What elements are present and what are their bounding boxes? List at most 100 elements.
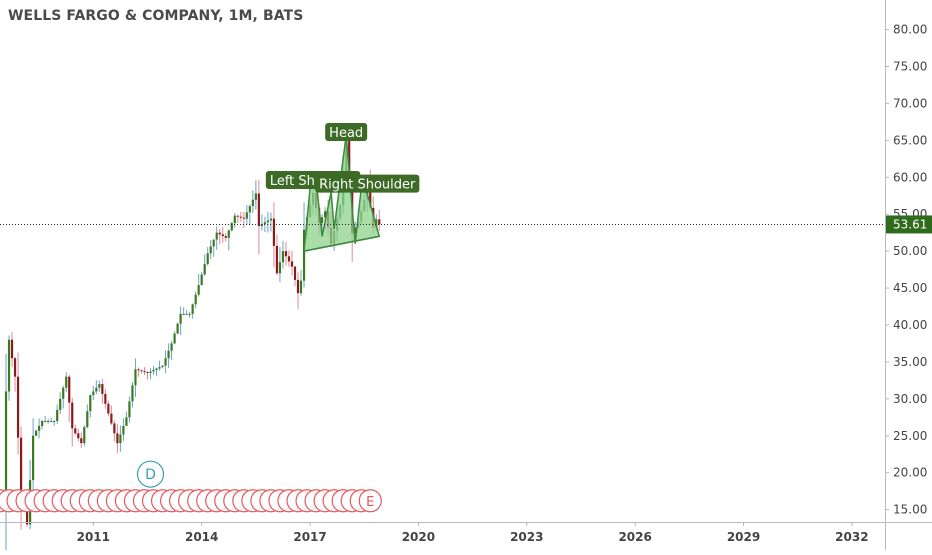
candle: [293, 266, 297, 280]
candle: [107, 403, 110, 414]
candle: [92, 391, 95, 396]
candle: [173, 333, 176, 344]
candle: [299, 280, 303, 294]
candle: [41, 420, 44, 426]
y-tick-label: 30.00: [893, 392, 927, 406]
candle: [272, 218, 276, 246]
candle: [167, 350, 170, 359]
candle: [182, 313, 185, 315]
candle: [230, 223, 233, 231]
candle: [10, 339, 14, 359]
y-tick-label: 80.00: [893, 23, 927, 37]
events-group: ED: [0, 460, 382, 513]
candle: [83, 427, 86, 444]
dividend-marker[interactable]: [136, 460, 165, 488]
candle: [101, 384, 104, 394]
candle: [170, 343, 173, 351]
candle: [125, 417, 128, 426]
candle: [176, 323, 179, 334]
candle: [269, 218, 273, 221]
candle: [53, 420, 56, 422]
candle: [32, 435, 35, 481]
y-tick-label: 65.00: [893, 133, 927, 147]
candle: [77, 433, 80, 439]
candle: [137, 369, 140, 371]
y-tick-label: 40.00: [893, 318, 927, 332]
dividend-label: D: [145, 467, 156, 483]
candle: [113, 423, 116, 434]
y-tick-label: 60.00: [893, 170, 927, 184]
candle: [98, 384, 101, 388]
candle: [44, 420, 47, 422]
y-tick-label: 25.00: [893, 429, 927, 443]
candle: [296, 279, 300, 294]
candle: [13, 358, 17, 377]
candle: [47, 420, 50, 422]
price-badge: [886, 215, 932, 234]
candle: [242, 217, 245, 219]
candle: [89, 395, 92, 412]
candle: [128, 401, 131, 418]
x-tick-label: 2017: [293, 530, 326, 544]
y-tick-label: 70.00: [893, 96, 927, 110]
y-tick-label: 15.00: [893, 503, 927, 517]
pattern-label-box: [315, 174, 420, 193]
candle: [149, 371, 152, 373]
x-tick-label: 2011: [77, 530, 110, 544]
candle: [290, 261, 294, 267]
candle: [59, 398, 62, 410]
earnings-marker[interactable]: [358, 489, 382, 513]
candle: [38, 425, 41, 431]
candle: [152, 370, 155, 372]
price-badge-label: 53.61: [893, 217, 927, 231]
candle: [354, 227, 357, 234]
candle: [65, 376, 68, 388]
candle: [278, 262, 282, 274]
candle: [227, 230, 230, 238]
candle: [348, 136, 351, 186]
x-tick-label: 2023: [510, 530, 543, 544]
candle: [140, 370, 143, 372]
candle: [221, 234, 224, 237]
candle: [302, 229, 306, 281]
candle: [224, 236, 227, 238]
candle: [7, 339, 11, 392]
chart-title: WELLS FARGO & COMPANY, 1M, BATS: [8, 8, 304, 24]
candle: [215, 232, 218, 240]
x-tick-label: 2020: [402, 530, 435, 544]
candle: [155, 368, 158, 371]
candle: [200, 274, 203, 286]
candle: [116, 433, 119, 444]
candle: [119, 434, 122, 444]
candle: [251, 199, 254, 207]
y-tick-label: 45.00: [893, 281, 927, 295]
earnings-label: E: [366, 495, 374, 510]
y-tick-label: 50.00: [893, 244, 927, 258]
candle: [80, 438, 83, 444]
candle: [71, 402, 74, 429]
candle: [197, 285, 200, 295]
candle: [188, 313, 191, 315]
candle: [209, 246, 212, 254]
candle: [185, 313, 188, 315]
candle: [35, 430, 38, 436]
candle: [194, 294, 197, 305]
candle: [260, 224, 263, 227]
candle: [263, 222, 266, 225]
candle: [131, 385, 134, 402]
candle: [257, 193, 260, 227]
candle: [86, 411, 89, 428]
pattern-neckline: [303, 235, 380, 252]
candle: [284, 251, 288, 257]
candle: [206, 253, 209, 264]
candle: [143, 371, 146, 373]
candle: [122, 425, 125, 435]
candle: [203, 263, 206, 275]
candle: [25, 511, 29, 525]
candle: [369, 188, 372, 208]
candle: [218, 232, 221, 235]
candle: [56, 409, 59, 421]
